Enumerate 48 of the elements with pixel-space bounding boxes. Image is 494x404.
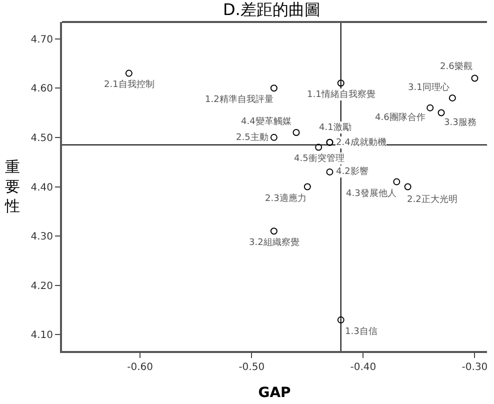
point [270, 228, 278, 235]
chart-title: D.差距的曲圖 [222, 0, 320, 20]
point [471, 74, 478, 82]
annotation: 2.1自我控制 [104, 79, 154, 90]
x-tick-label: -0.50 [238, 362, 265, 373]
point [304, 183, 311, 190]
x-tick-label: -0.40 [350, 362, 376, 373]
y-axis-title: 重要性 [4, 158, 20, 215]
annotation: 4.2影響 [336, 166, 368, 177]
x-tick-label: -0.60 [127, 362, 154, 373]
annotation: 2.3適應力 [265, 193, 306, 204]
point [270, 84, 278, 92]
y-tick-label: 4.30 [30, 232, 53, 243]
annotation: 1.1情緒自我察覺 [307, 89, 376, 100]
annotation: 3.2組織察覺 [249, 237, 300, 248]
point [315, 144, 322, 151]
y-tick-label: 4.10 [30, 330, 53, 342]
annotation: 2.5主動 [236, 132, 268, 143]
annotation: 3.3服務 [444, 117, 476, 128]
y-tick-label: 4.50 [30, 132, 53, 144]
annotation: 4.5衝突管理 [294, 153, 344, 164]
annotation: 1.3自信 [345, 326, 378, 337]
point [448, 94, 456, 102]
annotation: 2.6樂觀 [440, 61, 472, 72]
y-tick-label: 4.60 [30, 84, 53, 95]
point [404, 183, 412, 190]
annotation: 4.3發展他人 [346, 188, 396, 199]
annotation: 3.1同理心 [408, 82, 450, 93]
y-tick-label: 4.20 [30, 280, 53, 292]
x-axis-title: GAP [258, 384, 291, 401]
point [438, 109, 445, 116]
point [270, 134, 278, 141]
point [125, 70, 132, 77]
annotation: 4.4變革觸媒 [241, 116, 292, 127]
annotation: 2.4成就動機 [336, 137, 386, 148]
point [292, 128, 300, 136]
y-tick-label: 4.70 [30, 34, 53, 46]
annotation: 2.2正大光明 [407, 194, 458, 205]
y-tick-label: 4.40 [30, 182, 53, 194]
point [337, 80, 344, 87]
annotation: 4.6團隊合作 [375, 112, 426, 123]
point [326, 168, 334, 176]
point [337, 316, 344, 324]
point [393, 178, 400, 186]
annotation: 1.2精準自我評量 [205, 94, 274, 105]
annotation: 4.1激勵 [319, 122, 352, 133]
x-tick-label: -0.30 [462, 362, 488, 373]
point [426, 104, 434, 112]
